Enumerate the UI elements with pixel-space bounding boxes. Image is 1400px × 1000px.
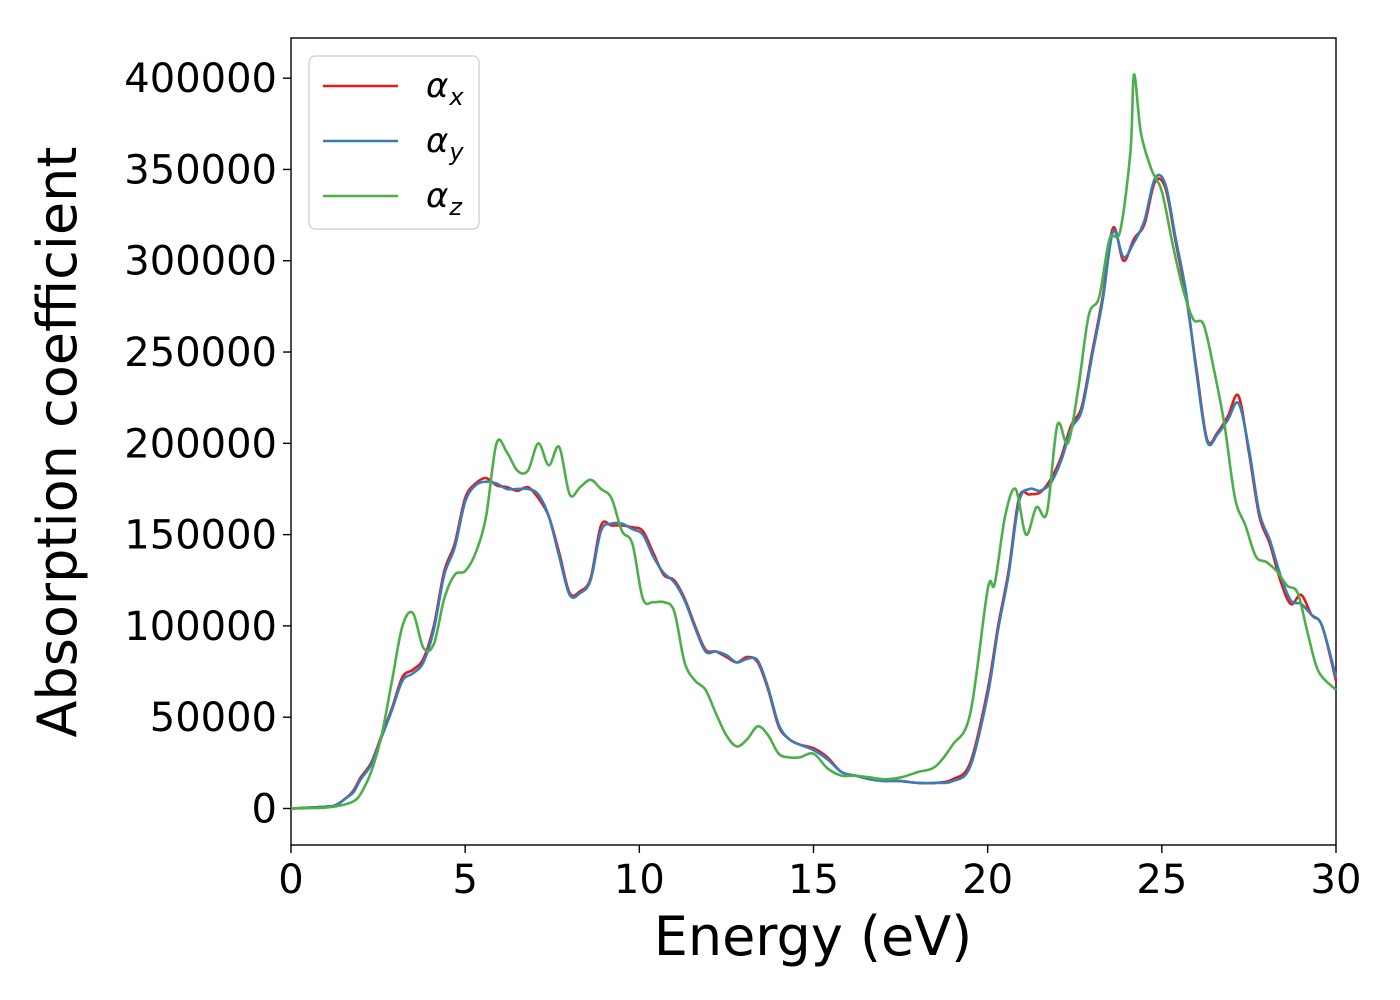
y-tick-label: 250000 bbox=[124, 330, 277, 376]
legend-label-alpha-z: αz bbox=[426, 176, 463, 221]
legend-entries: αx αy αz bbox=[323, 66, 464, 221]
x-tick-label: 20 bbox=[962, 857, 1013, 903]
y-tick-label: 400000 bbox=[124, 56, 277, 102]
x-tick-label: 30 bbox=[1311, 857, 1362, 903]
x-tick-label: 0 bbox=[278, 857, 303, 903]
x-axis-ticks: 0 5 10 15 20 25 30 bbox=[278, 845, 1361, 903]
series-line-alpha-z bbox=[290, 73, 1337, 810]
x-tick-label: 5 bbox=[452, 857, 477, 903]
y-tick-label: 200000 bbox=[124, 421, 277, 467]
x-tick-label: 15 bbox=[788, 857, 839, 903]
series-layer bbox=[290, 73, 1338, 810]
y-tick-label: 100000 bbox=[124, 604, 277, 650]
y-tick-label: 300000 bbox=[124, 239, 277, 285]
y-tick-label: 150000 bbox=[124, 513, 277, 559]
legend-label-alpha-x: αx bbox=[426, 66, 464, 111]
y-axis-ticks: 0 50000 100000 150000 200000 250000 300000 3500… bbox=[124, 56, 291, 832]
x-tick-label: 10 bbox=[614, 857, 665, 903]
legend-box bbox=[308, 55, 480, 230]
x-axis-label: Energy (eV) bbox=[654, 905, 973, 968]
legend-label-alpha-y: αy bbox=[426, 121, 464, 166]
series-line-alpha-y bbox=[290, 173, 1338, 810]
y-tick-label: 0 bbox=[252, 786, 277, 832]
y-tick-label: 350000 bbox=[124, 147, 277, 193]
x-tick-label: 25 bbox=[1136, 857, 1187, 903]
legend: αx αy αz bbox=[308, 55, 480, 230]
y-tick-label: 50000 bbox=[150, 695, 277, 741]
y-axis-label: Absorption coefficient bbox=[26, 147, 89, 738]
